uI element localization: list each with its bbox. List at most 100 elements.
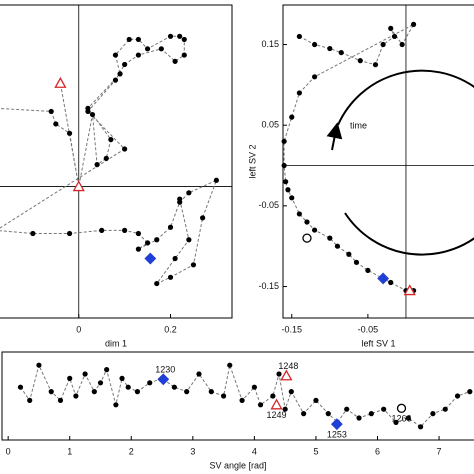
data-point (181, 52, 187, 58)
x-tick-label: 5 (313, 446, 318, 456)
x-tick-label: -0.15 (281, 324, 302, 334)
data-point (311, 41, 318, 48)
triangle-marker (270, 398, 283, 410)
x-tick-label: 0 (76, 324, 81, 334)
data-point (112, 52, 119, 58)
data-point (357, 58, 363, 64)
data-point (167, 33, 174, 39)
data-point (430, 411, 436, 417)
data-point (135, 230, 141, 237)
y-axis-label: left SV 2 (247, 144, 257, 178)
data-point (391, 33, 398, 40)
data-point (30, 230, 36, 237)
data-point (190, 262, 197, 268)
data-point (167, 224, 174, 230)
diamond-marker (157, 373, 170, 386)
x-axis-label: SV angle [rad] (209, 460, 266, 470)
time-arrow (326, 122, 343, 151)
data-point (181, 36, 187, 43)
data-point (144, 46, 151, 52)
circle-marker (396, 403, 407, 413)
x-tick-label: 7 (437, 446, 442, 456)
data-point (196, 371, 202, 377)
data-point (344, 406, 350, 412)
marker-label: 1266 (391, 414, 411, 424)
data-point (257, 402, 264, 408)
data-point (365, 267, 371, 274)
data-point (334, 243, 341, 249)
x-tick-label: 6 (375, 446, 380, 456)
x-tick-label: 0 (6, 446, 11, 456)
data-point (325, 411, 331, 417)
x-tick-label: 2 (129, 446, 134, 456)
x-tick-label: -0.05 (358, 324, 379, 334)
data-point (134, 389, 141, 395)
data-point (227, 362, 233, 368)
data-point (122, 61, 128, 68)
data-point (94, 162, 100, 168)
data-point (66, 130, 73, 136)
data-point (239, 397, 245, 403)
data-point (144, 240, 151, 246)
data-point (167, 274, 174, 280)
x-tick-label: 3 (190, 446, 195, 456)
data-point (251, 384, 257, 390)
data-point (313, 397, 319, 403)
data-point (66, 230, 73, 237)
data-point (186, 190, 192, 196)
diamond-marker (377, 272, 390, 285)
data-point (311, 74, 318, 80)
data-point (388, 25, 394, 31)
data-point (85, 108, 91, 115)
triangle-marker (403, 284, 416, 296)
data-point (97, 380, 104, 386)
data-point (311, 227, 318, 233)
plot-frame (0, 4, 233, 319)
data-point (327, 45, 333, 52)
data-point (410, 21, 417, 27)
trajectory-line (20, 363, 470, 428)
data-point (296, 211, 302, 217)
data-point (372, 62, 379, 68)
marker-label: 1230 (155, 365, 175, 375)
annotation: time (350, 120, 367, 130)
data-point (270, 393, 276, 399)
data-point (154, 280, 160, 287)
data-point (296, 90, 302, 96)
data-point (67, 375, 73, 381)
data-point (113, 402, 119, 408)
data-point (467, 389, 473, 395)
data-point (380, 41, 386, 48)
data-point (283, 179, 289, 185)
data-point (454, 393, 461, 399)
marker-label: 1253 (327, 430, 347, 440)
data-point (104, 367, 110, 373)
data-point (36, 362, 42, 368)
data-point (125, 384, 131, 390)
data-point (200, 215, 206, 221)
data-point (119, 375, 125, 381)
data-point (184, 389, 190, 395)
data-point (296, 33, 302, 40)
marker-label: 1248 (278, 361, 298, 371)
data-point (388, 279, 394, 286)
triangle-marker (54, 76, 67, 88)
data-point (399, 41, 405, 48)
triangle-marker (280, 369, 293, 381)
data-point (112, 77, 119, 83)
data-point (356, 415, 362, 421)
data-point (353, 259, 360, 265)
data-point (327, 235, 333, 241)
data-point (186, 237, 192, 243)
data-point (135, 36, 141, 43)
data-point (304, 219, 310, 225)
data-point (91, 389, 97, 395)
diamond-marker (330, 418, 343, 431)
plot-frame (282, 4, 474, 319)
x-axis-label: dim 1 (105, 338, 127, 348)
data-point (48, 108, 54, 115)
data-point (135, 246, 141, 252)
data-point (147, 380, 153, 386)
data-point (405, 415, 411, 421)
